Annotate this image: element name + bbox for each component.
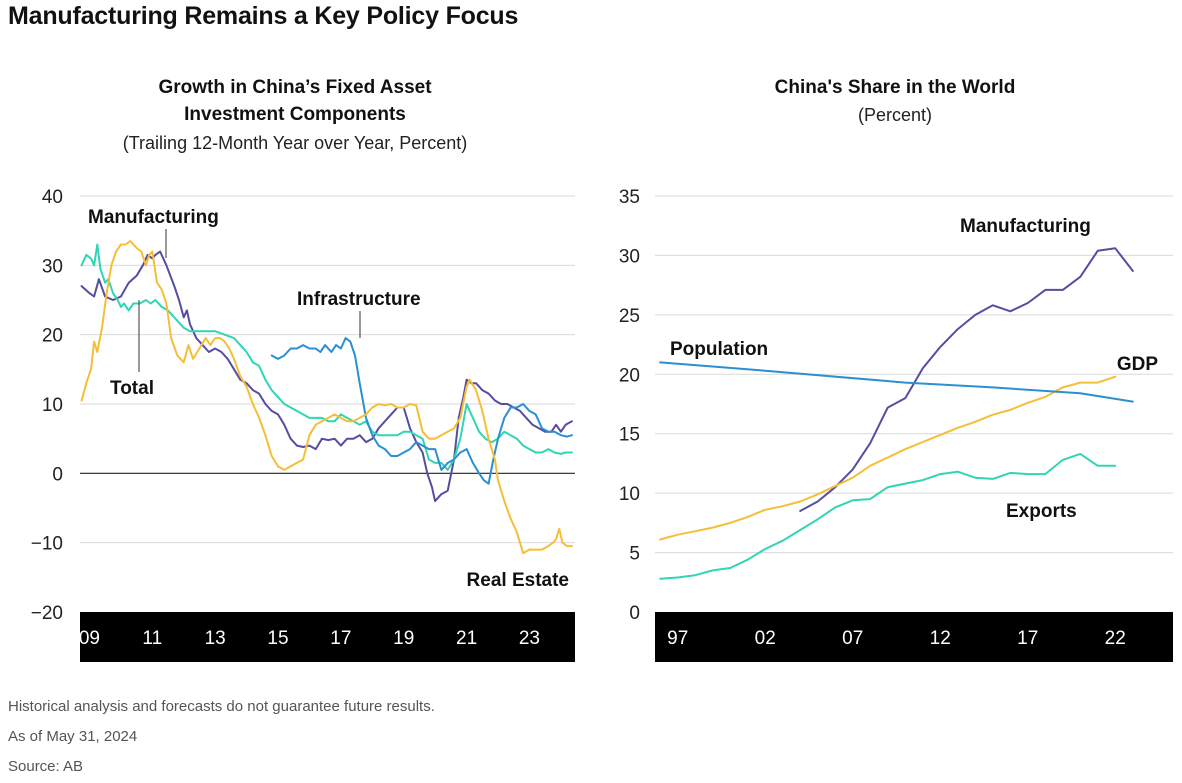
right-chart-title: China's Share in the World [774, 77, 1016, 98]
x-tick-label: 15 [267, 628, 288, 649]
y-tick-label: 25 [619, 306, 640, 327]
series-label: Total [110, 378, 154, 399]
y-tick-label: 10 [42, 395, 63, 416]
y-tick-label: 40 [42, 187, 63, 208]
x-axis-band [80, 612, 575, 662]
x-tick-label: 17 [330, 628, 351, 649]
x-tick-label: 97 [667, 628, 688, 649]
series-line-real-estate [80, 240, 573, 555]
y-tick-label: 20 [42, 326, 63, 347]
series-label: Exports [1006, 501, 1077, 522]
y-tick-label: 20 [619, 365, 640, 386]
series-line-population [659, 361, 1134, 403]
x-tick-label: 13 [205, 628, 226, 649]
series-label: Manufacturing [88, 207, 219, 228]
left-chart-title-line2: Investment Components [184, 104, 406, 125]
y-tick-label: −20 [31, 603, 63, 624]
footer-as-of: As of May 31, 2024 [8, 728, 138, 745]
series-label: Infrastructure [297, 289, 421, 310]
left-chart-title-line1: Growth in China’s Fixed Asset [158, 77, 432, 98]
series-label: Population [670, 339, 768, 360]
y-tick-label: 5 [629, 544, 640, 565]
x-tick-label: 17 [1017, 628, 1038, 649]
y-tick-label: −10 [31, 534, 63, 555]
series-line-manufacturing [80, 250, 573, 503]
x-tick-label: 23 [519, 628, 540, 649]
y-tick-label: 15 [619, 425, 640, 446]
y-tick-label: 30 [42, 256, 63, 277]
page-title: Manufacturing Remains a Key Policy Focus [8, 2, 519, 30]
x-tick-label: 12 [930, 628, 951, 649]
x-tick-label: 11 [142, 628, 162, 649]
series-label: GDP [1117, 354, 1159, 375]
world-share-chart: 35 30 25 20 15 10 5 0 97 02 07 12 17 22 Manufacturing P… [619, 187, 1173, 662]
x-tick-label: 19 [393, 628, 414, 649]
left-chart-title: Growth in China’s Fixed Asset Investment… [60, 74, 530, 128]
footer-disclaimer: Historical analysis and forecasts do not… [8, 698, 435, 715]
fai-chart: 40 30 20 10 0 −10 −20 09 11 13 15 17 19 21 23 Manufactu… [31, 187, 575, 662]
y-tick-label: 0 [52, 464, 63, 485]
series-line-manufacturing [799, 247, 1134, 512]
x-tick-label: 02 [755, 628, 776, 649]
y-tick-label: 10 [619, 484, 640, 505]
series-label: Real Estate [467, 570, 569, 591]
series-label: Manufacturing [960, 216, 1091, 237]
y-tick-label: 0 [629, 603, 640, 624]
x-tick-label: 21 [456, 628, 477, 649]
footer-source: Source: AB [8, 758, 84, 775]
x-tick-label: 07 [842, 628, 863, 649]
series-line-infrastructure [270, 337, 573, 485]
x-tick-label: 09 [79, 628, 100, 649]
right-chart-subtitle: (Percent) [857, 105, 933, 125]
series-line-exports [659, 452, 1117, 580]
left-chart-subtitle: (Trailing 12-Month Year over Year, Perce… [122, 133, 468, 153]
series-line-gdp [659, 375, 1117, 541]
y-tick-label: 35 [619, 187, 640, 208]
y-tick-label: 30 [619, 246, 640, 267]
x-tick-label: 22 [1105, 628, 1126, 649]
x-axis-band [655, 612, 1173, 662]
